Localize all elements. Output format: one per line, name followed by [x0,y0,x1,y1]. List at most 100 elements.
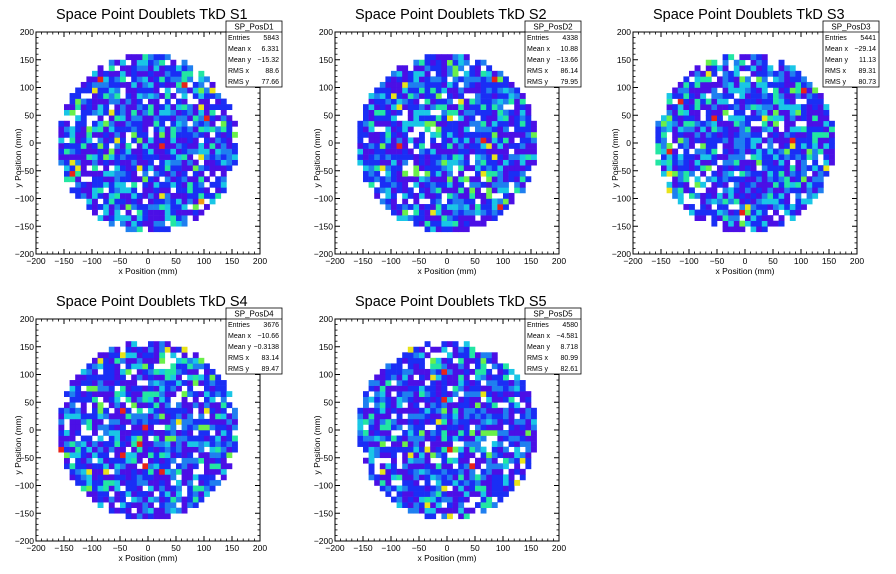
heatmap-cell [148,513,154,520]
heatmap-cell [159,120,166,127]
heatmap-cell [694,154,701,160]
heatmap-cell [773,159,779,166]
heatmap-cell [475,474,481,481]
heatmap-cell [430,220,437,227]
heatmap-cell [519,418,526,425]
heatmap-cell [413,491,420,497]
heatmap-cell [419,181,425,188]
heatmap-cell [97,154,104,160]
heatmap-cell [131,109,138,116]
heatmap-cell [475,148,481,155]
heatmap-cell [497,98,504,105]
heatmap-cell [722,204,729,210]
heatmap-cell [80,159,87,166]
heatmap-cell [385,170,392,177]
heatmap-cell [220,457,227,464]
heatmap-cell [385,391,392,397]
heatmap-cell [159,104,166,110]
heatmap-cell [153,198,160,205]
heatmap-cell [80,368,87,375]
heatmap-cell [198,104,205,110]
heatmap-cell [430,413,437,420]
heatmap-cell [86,452,93,459]
heatmap-cell [452,507,459,514]
heatmap-cell [368,446,375,453]
heatmap-cell [131,187,138,194]
heatmap-cell [86,418,93,425]
heatmap-cell [64,463,70,470]
heatmap-cell [784,76,791,83]
heatmap-cell [447,374,453,381]
heatmap-cell [204,104,210,110]
y-tick-label: −150 [314,508,333,518]
heatmap-cell [773,148,779,155]
heatmap-cell [531,154,537,160]
y-tick-label: 100 [20,83,34,93]
heatmap-cell [120,479,126,486]
heatmap-cell [430,98,437,105]
heatmap-cell [136,59,143,66]
heatmap-cell [789,81,796,88]
heatmap-cell [750,98,757,105]
heatmap-cell [761,81,768,88]
heatmap-cell [514,430,521,436]
heatmap-cell [170,81,177,88]
heatmap-cell [368,385,375,392]
heatmap-cell [192,485,199,492]
heatmap-cell [58,143,65,149]
heatmap-cell [435,413,442,420]
heatmap-cell [198,452,205,459]
heatmap-cell [142,441,149,447]
heatmap-cell [125,380,132,386]
heatmap-cell [463,137,470,144]
heatmap-cell [525,424,532,431]
heatmap-cell [396,187,403,194]
stats-row-label: RMS y [527,366,549,373]
heatmap-cell [108,65,115,72]
heatmap-cell [103,192,110,199]
heatmap-cell [142,446,149,453]
heatmap-cell [181,154,188,160]
heatmap-cell [447,126,453,133]
heatmap-cell [69,154,76,160]
heatmap-cell [125,120,132,127]
heatmap-cell [475,402,481,409]
x-tick-label: −100 [679,256,698,266]
heatmap-cell [447,137,453,144]
heatmap-cell [75,87,82,94]
heatmap-cell [486,491,493,497]
heatmap-cell [64,148,70,155]
heatmap-cell [75,463,82,470]
heatmap-cell [413,209,420,216]
heatmap-cell [80,407,87,414]
heatmap-cell [441,148,448,155]
heatmap-cell [385,374,392,381]
heatmap-cell [114,204,121,210]
heatmap-cell [480,474,487,481]
heatmap-cell [148,346,154,353]
heatmap-cell [801,148,807,155]
heatmap-cell [519,435,526,442]
heatmap-cell [525,115,532,122]
stats-box-name: SP_PosD3 [831,23,871,32]
heatmap-cell [148,98,154,105]
heatmap-cell [424,407,431,414]
heatmap-cell [114,131,121,138]
heatmap-cell [402,385,409,392]
y-tick-label: 200 [20,314,34,324]
heatmap-cell [773,126,779,133]
heatmap-cell [739,143,746,149]
heatmap-cell [717,204,723,210]
heatmap-cell [103,165,110,172]
heatmap-cell [441,65,448,72]
heatmap-cell [475,176,481,183]
heatmap-cell [103,159,110,166]
heatmap-cell [131,418,138,425]
heatmap-cell [176,198,182,205]
stats-row-label: Mean x [527,46,550,53]
heatmap-cell [120,424,126,431]
heatmap-cell [722,148,729,155]
heatmap-cell [480,87,487,94]
heatmap-cell [379,446,386,453]
heatmap-cell [508,385,515,392]
